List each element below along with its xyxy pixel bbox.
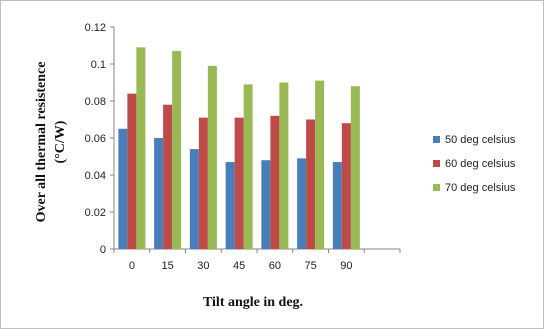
x-tick-label: 45: [233, 260, 245, 272]
bar-60-deg-celsius-90: [341, 123, 351, 249]
bar-70-deg-celsius-75: [315, 80, 325, 250]
y-tick-label: 0.08: [85, 96, 106, 108]
bar-70-deg-celsius-45: [243, 84, 253, 249]
bar-70-deg-celsius-90: [350, 86, 360, 249]
bar-70-deg-celsius-15: [172, 51, 182, 249]
y-tick-label: 0.02: [85, 207, 106, 219]
legend-label: 50 deg celsius: [445, 134, 516, 146]
y-axis-title-line1: Over all thermal resistence: [34, 62, 49, 223]
bar-50-deg-celsius-75: [297, 158, 307, 249]
bar-50-deg-celsius-15: [154, 138, 164, 249]
bar-60-deg-celsius-30: [198, 117, 208, 250]
y-tick-label: 0: [100, 244, 106, 256]
bar-50-deg-celsius-90: [332, 162, 342, 249]
legend: 50 deg celsius 60 deg celsius 70 deg celsi…: [433, 134, 516, 194]
bar-70-deg-celsius-0: [136, 47, 146, 249]
bar-60-deg-celsius-45: [234, 117, 244, 250]
x-tick-label: 90: [340, 260, 352, 272]
x-tick-label: 0: [129, 260, 135, 272]
bar-60-deg-celsius-75: [306, 119, 316, 249]
bar-50-deg-celsius-30: [189, 149, 199, 249]
legend-swatch: [433, 136, 440, 143]
legend-label: 60 deg celsius: [445, 158, 516, 170]
x-axis-title: Tilt angle in deg.: [203, 295, 303, 310]
bar-70-deg-celsius-30: [207, 65, 217, 249]
legend-label: 70 deg celsius: [445, 182, 516, 194]
legend-swatch: [433, 160, 440, 167]
bar-70-deg-celsius-60: [279, 82, 289, 249]
x-tick-label: 60: [269, 260, 281, 272]
bar-60-deg-celsius-0: [127, 93, 137, 249]
bar-50-deg-celsius-60: [261, 160, 271, 249]
x-tick-label: 15: [162, 260, 174, 272]
bar-60-deg-celsius-60: [270, 115, 280, 249]
x-tick-label: 30: [197, 260, 209, 272]
y-tick-label: 0.06: [85, 133, 106, 145]
bar-50-deg-celsius-45: [225, 162, 235, 249]
legend-swatch: [433, 184, 440, 191]
bar-60-deg-celsius-15: [163, 104, 173, 249]
y-tick-label: 0.1: [91, 59, 106, 71]
bar-50-deg-celsius-0: [118, 128, 128, 249]
y-tick-label: 0.12: [85, 22, 106, 34]
x-tick-label: 75: [305, 260, 317, 272]
y-axis-title-line2: (°C/W): [53, 120, 68, 163]
y-tick-label: 0.04: [85, 170, 106, 182]
